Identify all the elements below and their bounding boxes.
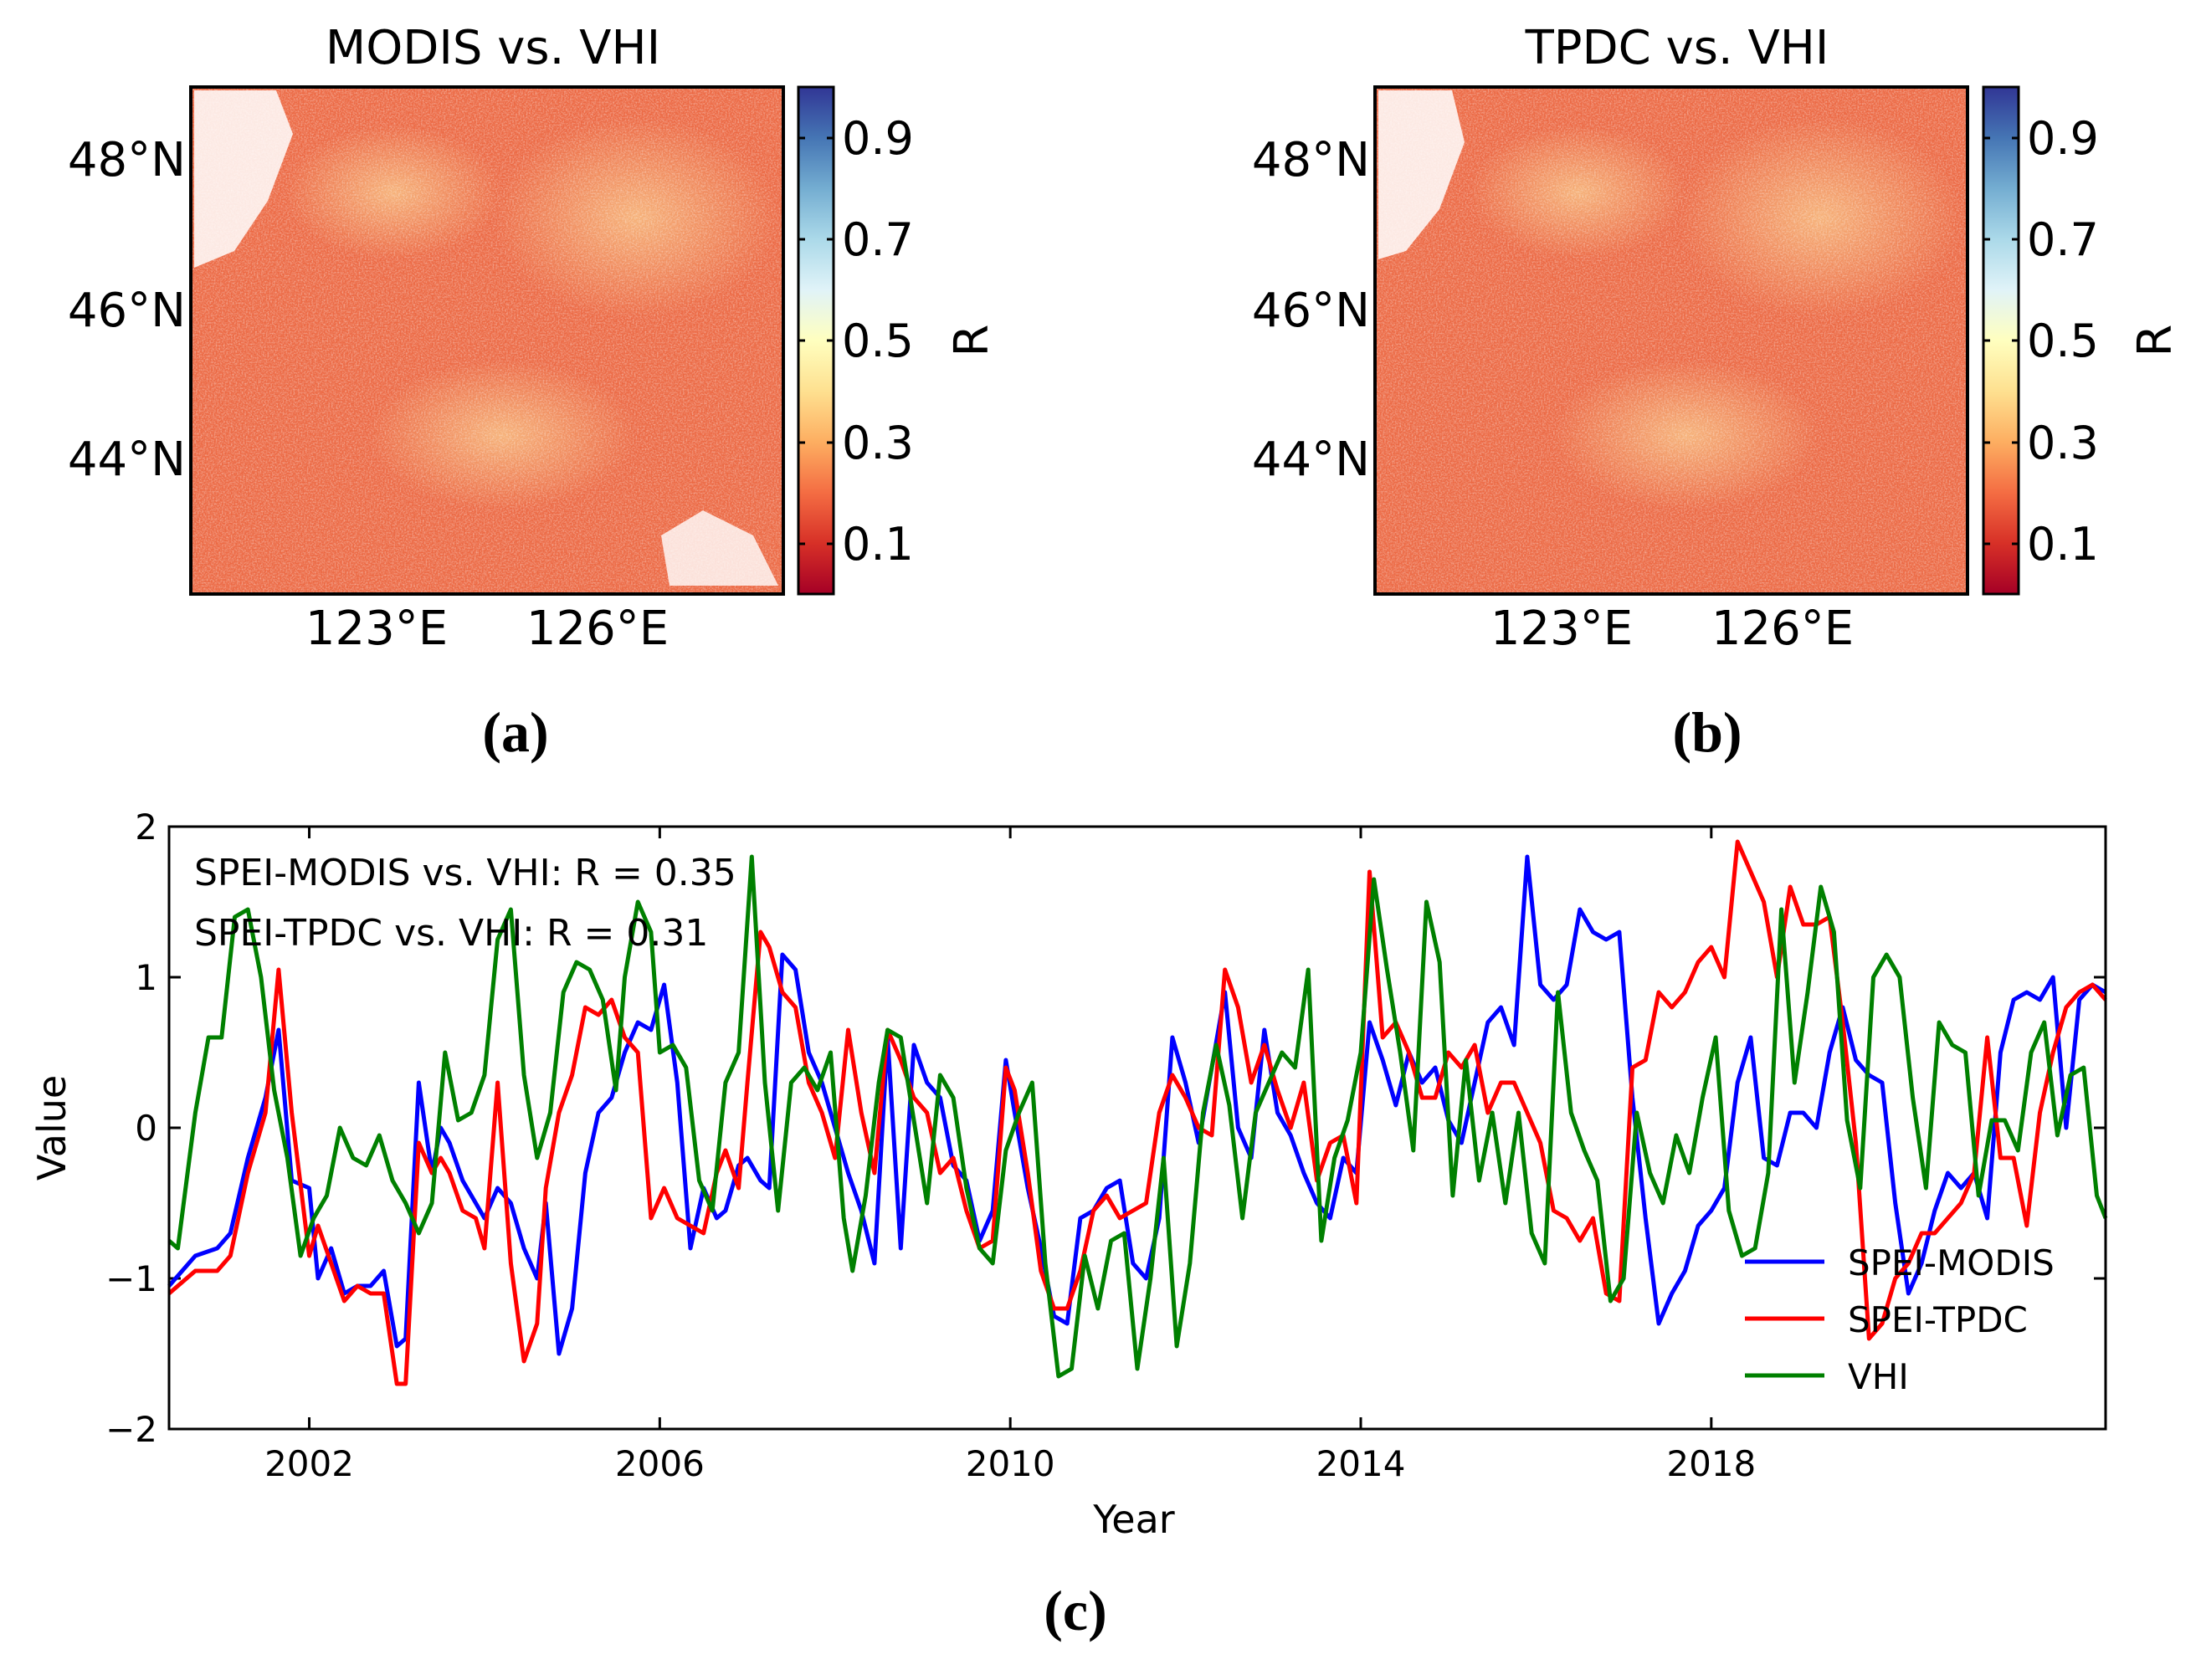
annotation-tpdc: SPEI-TPDC vs. VHI: R = 0.31 — [194, 912, 708, 955]
map-raster — [1373, 85, 1969, 596]
panel-label: (c) — [1044, 1579, 1106, 1642]
line-chart: 2002 2006 2010 2014 2018 2 1 0 −1 −2 SPEI-MODIS v… — [29, 807, 2108, 1642]
y-tick-label: 2 — [135, 807, 157, 848]
lon-tick-label: 123°E — [1490, 602, 1633, 656]
plot-frame — [167, 825, 2107, 1431]
colorbar-tick-label: 0.9 — [2027, 112, 2099, 165]
x-tick-label: 2010 — [966, 1443, 1055, 1484]
lat-tick-label: 46°N — [68, 284, 186, 338]
series-line-vhi — [167, 854, 2108, 1379]
y-axis-label: Value — [29, 1075, 74, 1181]
map-missing-data — [1378, 90, 1465, 259]
map-title: TPDC vs. VHI — [1525, 21, 1829, 75]
x-tick-label: 2006 — [615, 1443, 705, 1484]
annotation-modis: SPEI-MODIS vs. VHI: R = 0.35 — [194, 852, 736, 894]
colorbar-tick-label: 0.3 — [2027, 417, 2099, 469]
lon-tick-label: 123°E — [305, 602, 448, 656]
map-raster — [189, 85, 785, 596]
map-missing-data — [661, 510, 778, 586]
y-tick-label: −1 — [105, 1258, 157, 1299]
lon-tick-label: 126°E — [1711, 602, 1854, 656]
lat-tick-label: 48°N — [1252, 133, 1370, 187]
x-tick-label: 2002 — [264, 1443, 354, 1484]
colorbar-tick-label: 0.5 — [842, 315, 914, 367]
panel-label: (b) — [1672, 700, 1742, 764]
series-lines — [167, 839, 2108, 1386]
y-tick-label: 0 — [135, 1108, 157, 1149]
map-panel-b: TPDC vs. VHI 48°N 46°N 44°N 123°E 126°E … — [1252, 21, 2183, 764]
colorbar-label: R — [945, 325, 999, 357]
legend: SPEI-MODIS SPEI-TPDC VHI — [1745, 1242, 2055, 1397]
x-tick-label: 2018 — [1666, 1443, 1756, 1484]
map-noise-texture — [191, 87, 783, 594]
colorbar: 0.9 0.7 0.5 0.3 0.1 R — [797, 85, 999, 596]
axis-ticks: 2002 2006 2010 2014 2018 2 1 0 −1 −2 — [105, 807, 2106, 1484]
lat-tick-label: 44°N — [68, 433, 186, 487]
colorbar-tick-label: 0.5 — [2027, 315, 2099, 367]
colorbar-tick-label: 0.9 — [842, 112, 914, 165]
y-tick-label: −2 — [105, 1409, 157, 1450]
colorbar-tick-label: 0.7 — [2027, 213, 2099, 266]
lat-tick-label: 44°N — [1252, 433, 1370, 487]
x-axis-label: Year — [1092, 1497, 1174, 1542]
y-tick-label: 1 — [135, 957, 157, 998]
map-title: MODIS vs. VHI — [326, 21, 660, 75]
lat-tick-label: 48°N — [68, 133, 186, 187]
lon-tick-label: 126°E — [526, 602, 669, 656]
map-panel-a: MODIS vs. VHI 48°N 46°N 44°N 123°E 126°E — [68, 21, 999, 764]
map-frame — [1373, 85, 1969, 596]
colorbar-tick-label: 0.1 — [2027, 518, 2099, 571]
legend-label-vhi: VHI — [1848, 1356, 1909, 1397]
legend-label-spei-modis: SPEI-MODIS — [1848, 1242, 2055, 1283]
colorbar: 0.9 0.7 0.5 0.3 0.1 R — [1982, 85, 2183, 596]
map-frame — [189, 85, 785, 596]
colorbar-label: R — [2128, 325, 2183, 357]
colorbar-tick-label: 0.1 — [842, 518, 914, 571]
panel-label: (a) — [482, 700, 548, 764]
lat-tick-label: 46°N — [1252, 284, 1370, 338]
map-missing-data — [194, 90, 293, 268]
legend-label-spei-tpdc: SPEI-TPDC — [1848, 1299, 2028, 1340]
map-noise-texture — [1375, 87, 1968, 594]
x-tick-label: 2014 — [1316, 1443, 1406, 1484]
colorbar-tick-label: 0.7 — [842, 213, 914, 266]
colorbar-tick-label: 0.3 — [842, 417, 914, 469]
